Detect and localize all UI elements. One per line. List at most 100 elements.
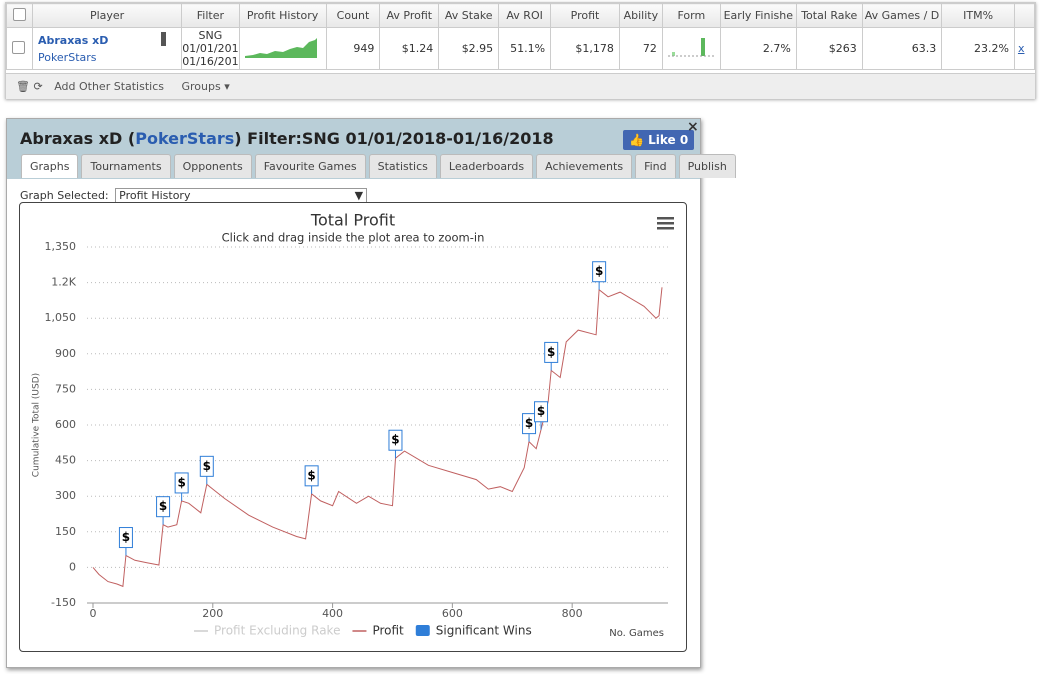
column-header[interactable]: Av ROI [498, 3, 552, 28]
filter-cell: SNG 01/01/201 01/16/201 [181, 27, 240, 70]
groups-button[interactable]: Groups [181, 80, 221, 93]
player-name[interactable]: Abraxas xD [37, 33, 109, 47]
flag-label: $ [177, 475, 185, 489]
y-tick-label: 1,050 [45, 311, 77, 324]
significant-win-flag[interactable] [199, 455, 214, 477]
like-text: Like [648, 133, 676, 147]
count: 949 [325, 27, 381, 70]
significant-win-flag[interactable] [388, 429, 403, 451]
close-button[interactable]: × [687, 119, 699, 135]
column-header[interactable]: Av Stake [438, 3, 500, 28]
add-stats-button[interactable]: Add Other Statistics [54, 80, 164, 93]
graph-select-value: Profit History [119, 189, 191, 202]
column-header[interactable]: Form [661, 3, 721, 28]
tab[interactable]: Graphs [21, 154, 79, 178]
graph-selector: Graph Selected: Profit History ▼ [20, 188, 368, 203]
toolbar: 🗑 ⟳ Add Other Statistics Groups ▾ [6, 73, 1035, 99]
title-player: Abraxas xD ( [20, 129, 136, 148]
column-header[interactable]: Filter [181, 3, 240, 28]
y-tick-label: 750 [55, 382, 76, 395]
title-filter: ) Filter:SNG 01/01/2018-01/16/2018 [234, 129, 554, 148]
legend-item[interactable]: Significant Wins [436, 624, 532, 638]
column-header[interactable]: Count [325, 3, 381, 28]
legend-item[interactable]: Profit [372, 624, 404, 638]
flag-label: $ [525, 416, 533, 430]
y-tick-label: 1,350 [45, 240, 77, 253]
y-tick-label: 150 [55, 525, 76, 538]
column-header[interactable]: Total Rake [795, 3, 863, 28]
tab[interactable]: Leaderboards [439, 154, 534, 178]
profit: $1,178 [550, 27, 620, 70]
flag-label: $ [595, 264, 603, 278]
av-profit: $1.24 [379, 27, 440, 70]
title-site[interactable]: PokerStars [135, 129, 235, 148]
legend-item[interactable]: Profit Excluding Rake [214, 624, 340, 638]
like-count: 0 [679, 133, 689, 147]
significant-win-flag[interactable] [592, 261, 607, 283]
remove-row[interactable]: x [1013, 27, 1036, 70]
significant-win-flag[interactable] [118, 527, 133, 549]
x-tick-label: 200 [202, 607, 223, 620]
site-name[interactable]: PokerStars [37, 50, 97, 64]
like-button[interactable]: 👍 Like 0 [623, 130, 695, 150]
tab[interactable]: Tournaments [81, 154, 171, 178]
total-rake: $263 [795, 27, 863, 70]
column-header[interactable]: Profit [550, 3, 620, 28]
column-header[interactable]: Av Profit [379, 3, 440, 28]
itm: 23.2% [941, 27, 1015, 70]
x-tick-label: 800 [562, 607, 583, 620]
av-games: 63.3 [861, 27, 943, 70]
column-header[interactable]: Profit History [238, 3, 327, 28]
form-chart [667, 38, 714, 57]
y-tick-label: 1.2K [51, 276, 76, 289]
filter-type: SNG [198, 29, 223, 42]
y-tick-label: 600 [55, 418, 76, 431]
av-roi: 51.1% [498, 27, 552, 70]
sparkline [244, 38, 317, 58]
tab[interactable]: Find [635, 154, 676, 178]
tab[interactable]: Statistics [368, 154, 437, 178]
significant-win-flag[interactable] [534, 401, 549, 423]
flag-label: $ [547, 345, 555, 359]
x-axis-label: No. Games [609, 628, 664, 639]
significant-win-flag[interactable] [544, 341, 559, 363]
select-all[interactable] [6, 3, 33, 28]
tab[interactable]: Opponents [173, 154, 252, 178]
stats-table: Player Filter Profit History Count Av Profit… [6, 3, 1036, 70]
significant-win-flag[interactable] [522, 413, 537, 435]
chart-title: Total Profit [310, 211, 395, 230]
row-select[interactable] [6, 27, 33, 70]
av-stake: $2.95 [438, 27, 500, 70]
data-row: Abraxas xD PokerStars SNG 01/01/201 01/16/2… [6, 27, 1036, 70]
x-tick-label: 400 [322, 607, 343, 620]
menu-icon[interactable] [657, 217, 674, 230]
chart-subtitle: Click and drag inside the plot area to z… [222, 231, 485, 245]
profit-line [92, 287, 663, 588]
y-tick-label: 0 [69, 560, 76, 573]
x-tick-label: 0 [89, 607, 96, 620]
column-header[interactable]: Early Finishe [719, 3, 797, 28]
y-tick-label: 450 [55, 454, 76, 467]
significant-win-flag[interactable] [304, 465, 319, 487]
flag-label: $ [203, 459, 211, 473]
x-tick-label: 600 [442, 607, 463, 620]
graph-selected-label: Graph Selected: [20, 189, 109, 202]
column-header[interactable]: Ability [618, 3, 663, 28]
header-row: Player Filter Profit History Count Av Profit… [6, 3, 1036, 28]
early-finish: 2.7% [719, 27, 797, 70]
significant-win-flag[interactable] [174, 472, 189, 494]
column-header[interactable]: Player [31, 3, 183, 28]
y-axis-label: Cumulative Total (USD) [32, 373, 42, 477]
tab[interactable]: Favourite Games [254, 154, 366, 178]
panel-header: Abraxas xD (PokerStars) Filter:SNG 01/01… [7, 119, 736, 179]
tab[interactable]: Publish [678, 154, 736, 178]
chart-frame [19, 202, 687, 652]
column-header[interactable]: ITM% [941, 3, 1015, 28]
filter-from: 01/01/201 [182, 42, 239, 55]
tab[interactable]: Achievements [536, 154, 633, 178]
significant-win-flag[interactable] [156, 496, 171, 518]
graph-select[interactable]: Profit History ▼ [115, 188, 368, 203]
flag-label: $ [307, 468, 315, 482]
column-header[interactable]: Av Games / D [861, 3, 943, 28]
panel-title: Abraxas xD (PokerStars) Filter:SNG 01/01… [20, 129, 554, 148]
